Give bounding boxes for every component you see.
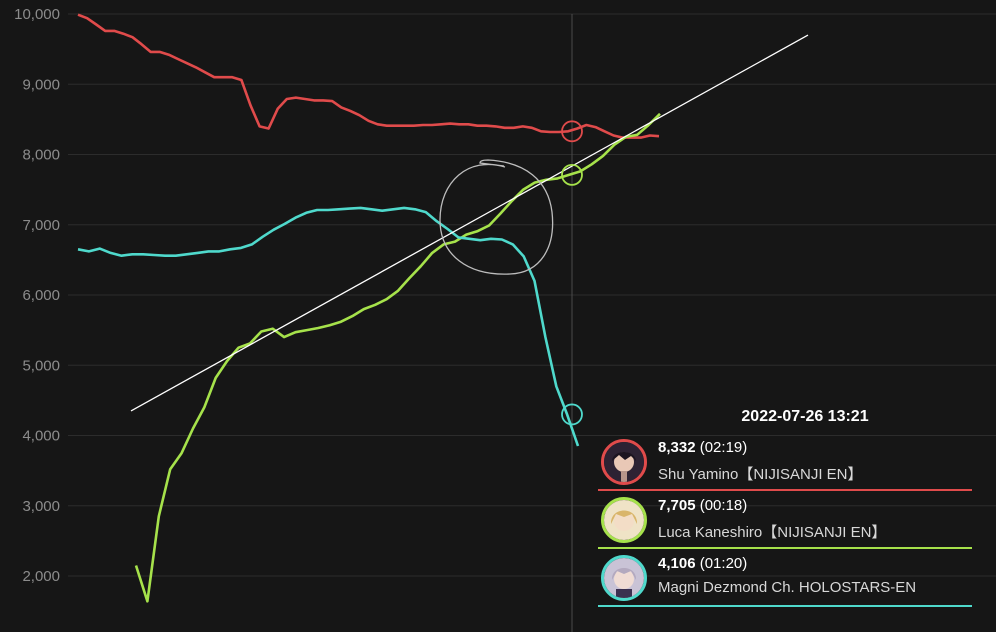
y-tick-label: 3,000 (22, 498, 60, 515)
y-tick-label: 4,000 (22, 428, 60, 445)
tooltip-entry-luca: 7,705 (00:18) Luca Kaneshiro【NIJISANJI E… (598, 494, 972, 552)
y-tick-label: 8,000 (22, 147, 60, 164)
series-line (134, 112, 661, 603)
tooltip-duration: (00:18) (699, 497, 748, 514)
tooltip-duration: (01:20) (699, 555, 748, 572)
y-axis-ticks: 2,000 3,000 4,000 5,000 6,000 7,000 8,000 9,000… (14, 6, 60, 585)
avatar-luca (601, 497, 647, 543)
y-tick-label: 10,000 (14, 6, 60, 23)
tooltip-duration: (02:19) (699, 439, 748, 456)
tooltip-value: 4,106 (658, 555, 696, 572)
tooltip: 2022-07-26 13:21 8,332 (02:19) Shu Yamin… (598, 408, 972, 610)
y-tick-label: 7,000 (22, 217, 60, 234)
y-tick-label: 9,000 (22, 76, 60, 93)
freehand-circle-annotation (439, 159, 554, 275)
tooltip-underline (598, 547, 972, 549)
y-tick-label: 6,000 (22, 287, 60, 304)
tooltip-underline (598, 489, 972, 491)
hover-markers (561, 120, 583, 426)
tooltip-value: 8,332 (658, 439, 696, 456)
y-tick-label: 2,000 (22, 568, 60, 585)
tooltip-channel-name: Luca Kaneshiro【NIJISANJI EN】 (658, 524, 887, 541)
tooltip-channel-name: Magni Dezmond Ch. HOLOSTARS-EN (658, 579, 917, 596)
series-lines (77, 13, 661, 603)
tooltip-time: 2022-07-26 13:21 (741, 408, 869, 425)
hover-marker (561, 403, 583, 426)
tooltip-entry-shu: 8,332 (02:19) Shu Yamino【NIJISANJI EN】 (598, 436, 972, 494)
series-line (77, 206, 580, 447)
hover-marker (561, 163, 583, 186)
avatar-shu (601, 439, 647, 485)
tooltip-entry-magni: 4,106 (01:20) Magni Dezmond Ch. HOLOSTAR… (598, 552, 972, 610)
hover-marker (561, 120, 583, 143)
tooltip-value: 7,705 (658, 497, 696, 514)
trend-line (130, 34, 809, 412)
annotation-scribble (439, 159, 554, 275)
avatar-magni (601, 555, 647, 601)
tooltip-channel-name: Shu Yamino【NIJISANJI EN】 (658, 466, 863, 483)
y-tick-label: 5,000 (22, 357, 60, 374)
tooltip-underline (598, 605, 972, 607)
